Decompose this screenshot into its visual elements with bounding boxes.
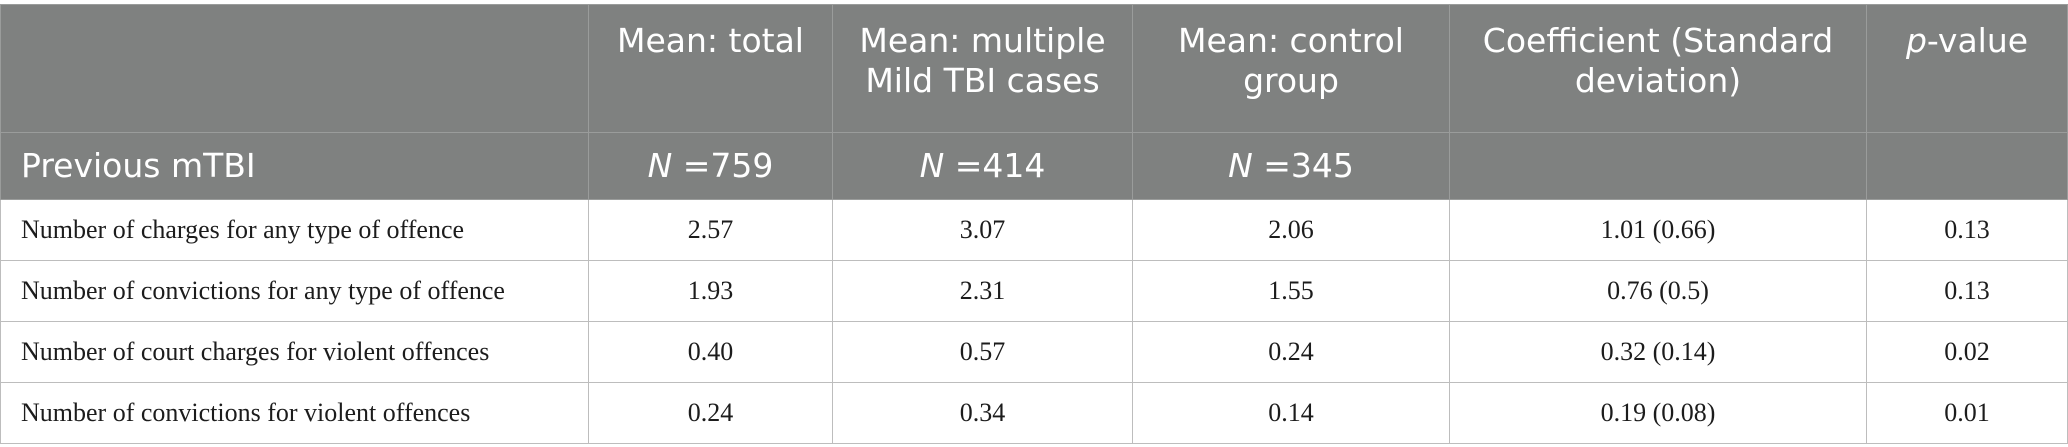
column-header-mean-control: Mean: control group	[1132, 4, 1450, 133]
cell-mean-total: 0.40	[588, 321, 833, 383]
column-header-mean-total: Mean: total	[588, 4, 833, 133]
cell-coefficient: 0.19 (0.08)	[1449, 382, 1867, 444]
n-symbol: N	[647, 146, 673, 185]
subheader-row: Previous mTBI N =759 N =414 N =345	[0, 132, 2068, 200]
cell-p-value: 0.13	[1866, 199, 2068, 261]
cell-mean-total: 2.57	[588, 199, 833, 261]
table-row: Number of court charges for violent offe…	[0, 321, 2068, 383]
cell-mean-control: 0.24	[1132, 321, 1450, 383]
row-label: Number of convictions for violent offenc…	[0, 382, 589, 444]
cell-mean-multiple: 2.31	[832, 260, 1133, 322]
subheader-empty-p-value	[1866, 132, 2068, 200]
n-symbol: N	[1228, 146, 1253, 185]
cell-p-value: 0.01	[1866, 382, 2068, 444]
header-row: Mean: total Mean: multiple Mild TBI case…	[0, 4, 2068, 133]
p-value-label: -value	[1926, 21, 2029, 60]
cell-mean-control: 1.55	[1132, 260, 1450, 322]
cell-mean-multiple: 0.34	[832, 382, 1133, 444]
n-symbol: N	[919, 146, 945, 185]
cell-coefficient: 1.01 (0.66)	[1449, 199, 1867, 261]
column-header-blank	[0, 4, 589, 133]
table-row: Number of convictions for violent offenc…	[0, 382, 2068, 444]
results-table: Mean: total Mean: multiple Mild TBI case…	[0, 4, 2068, 444]
cell-p-value: 0.13	[1866, 260, 2068, 322]
subheader-empty-coefficient	[1449, 132, 1867, 200]
cell-p-value: 0.02	[1866, 321, 2068, 383]
cell-mean-total: 1.93	[588, 260, 833, 322]
n-control: N =345	[1132, 132, 1450, 200]
subheader-label: Previous mTBI	[0, 132, 589, 200]
cell-mean-control: 2.06	[1132, 199, 1450, 261]
row-label: Number of convictions for any type of of…	[0, 260, 589, 322]
n-total-value: =759	[672, 146, 774, 185]
column-header-coefficient: Coefficient (Standard deviation)	[1449, 4, 1867, 133]
column-header-p-value: p-value	[1866, 4, 2068, 133]
table-row: Number of charges for any type of offenc…	[0, 199, 2068, 261]
n-multiple-value: =414	[944, 146, 1046, 185]
p-symbol: p	[1905, 21, 1927, 60]
cell-coefficient: 0.32 (0.14)	[1449, 321, 1867, 383]
row-label: Number of court charges for violent offe…	[0, 321, 589, 383]
row-label: Number of charges for any type of offenc…	[0, 199, 589, 261]
cell-coefficient: 0.76 (0.5)	[1449, 260, 1867, 322]
column-header-mean-multiple-mtbi: Mean: multiple Mild TBI cases	[832, 4, 1133, 133]
table-row: Number of convictions for any type of of…	[0, 260, 2068, 322]
cell-mean-total: 0.24	[588, 382, 833, 444]
cell-mean-multiple: 0.57	[832, 321, 1133, 383]
cell-mean-multiple: 3.07	[832, 199, 1133, 261]
n-control-value: =345	[1252, 146, 1354, 185]
cell-mean-control: 0.14	[1132, 382, 1450, 444]
n-multiple-mtbi: N =414	[832, 132, 1133, 200]
n-total: N =759	[588, 132, 833, 200]
